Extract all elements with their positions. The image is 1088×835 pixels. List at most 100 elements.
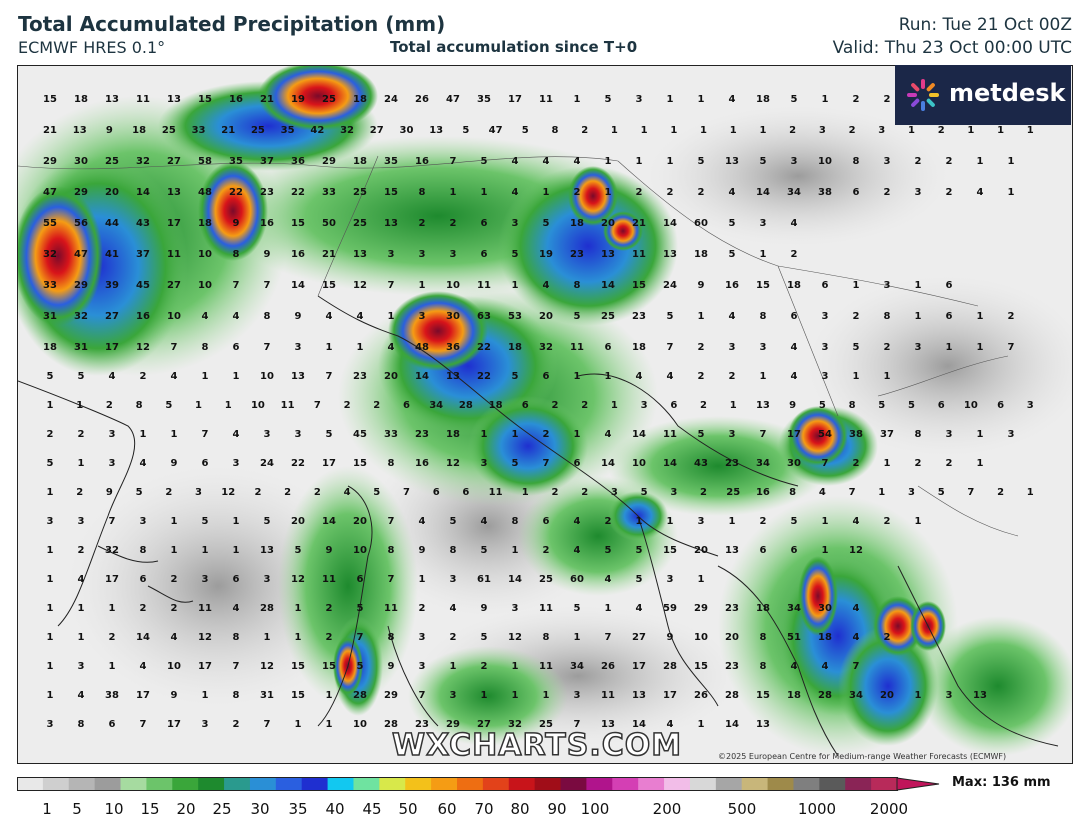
precip-value-label: 18	[198, 218, 212, 229]
scale-swatch	[560, 778, 587, 790]
precip-value-label: 5	[853, 342, 860, 353]
precip-value-label: 2	[140, 603, 147, 614]
precip-value-label: 25	[353, 187, 367, 198]
precip-value-label: 45	[136, 280, 150, 291]
precip-value-label: 1	[822, 545, 829, 556]
color-scale-bar	[17, 777, 940, 793]
precip-value-label: 17	[167, 719, 181, 730]
precip-value-label: 34	[570, 661, 584, 672]
precip-value-label: 25	[601, 311, 615, 322]
precip-value-label: 25	[162, 125, 176, 136]
precip-value-label: 8	[543, 632, 550, 643]
precip-value-label: 1	[47, 661, 54, 672]
precip-value-label: 1	[195, 400, 202, 411]
precip-value-label: 24	[384, 94, 398, 105]
precip-value-label: 14	[632, 429, 646, 440]
precip-value-label: 1	[884, 371, 891, 382]
precip-value-label: 32	[74, 311, 88, 322]
precip-value-label: 1	[822, 94, 829, 105]
precip-value-label: 1	[946, 342, 953, 353]
precip-value-label: 1	[264, 632, 271, 643]
precip-value-label: 28	[459, 400, 473, 411]
precip-value-label: 5	[512, 458, 519, 469]
precip-value-label: 7	[667, 342, 674, 353]
precip-value-label: 2	[76, 487, 83, 498]
precip-value-label: 1	[47, 632, 54, 643]
precip-value-label: 8	[140, 545, 147, 556]
precip-value-label: 16	[229, 94, 243, 105]
precip-value-label: 4	[574, 545, 581, 556]
precip-value-label: 2	[552, 487, 559, 498]
precip-value-label: 35	[281, 125, 295, 136]
precip-value-label: 5	[326, 429, 333, 440]
precip-value-label: 1	[667, 516, 674, 527]
precip-value-label: 22	[229, 187, 243, 198]
precip-value-label: 20	[601, 218, 615, 229]
precip-value-label: 8	[136, 400, 143, 411]
precip-value-label: 4	[791, 218, 798, 229]
precip-value-label: 13	[260, 545, 274, 556]
precip-value-label: 1	[611, 125, 618, 136]
precip-value-label: 61	[477, 574, 491, 585]
scale-swatch	[249, 778, 277, 790]
precip-value-label: 8	[202, 342, 209, 353]
precip-value-label: 8	[388, 632, 395, 643]
precip-value-label: 10	[353, 545, 367, 556]
precip-value-label: 9	[698, 280, 705, 291]
precip-value-label: 15	[756, 280, 770, 291]
precip-value-label: 55	[43, 218, 57, 229]
precip-value-label: 2	[698, 371, 705, 382]
precip-value-label: 37	[260, 156, 274, 167]
precip-value-label: 3	[946, 429, 953, 440]
precip-value-label: 1	[481, 429, 488, 440]
precip-value-label: 18	[132, 125, 146, 136]
precip-value-label: 32	[508, 719, 522, 730]
precip-value-label: 1	[997, 125, 1004, 136]
precip-value-label: 2	[552, 400, 559, 411]
valid-time: Valid: Thu 23 Oct 00:00 UTC	[832, 38, 1072, 58]
metdesk-logo-badge: metdesk	[895, 65, 1071, 125]
precip-value-label: 5	[165, 400, 172, 411]
precip-value-label: 22	[477, 371, 491, 382]
precip-value-label: 11	[539, 94, 553, 105]
precip-value-label: 3	[670, 487, 677, 498]
scale-tick-label: 15	[140, 800, 160, 818]
precip-value-label: 4	[636, 603, 643, 614]
scale-swatch	[457, 778, 484, 790]
precip-value-label: 2	[946, 156, 953, 167]
scale-tick-label: 1000	[797, 800, 837, 818]
precip-value-label: 3	[822, 311, 829, 322]
precip-value-label: 1	[512, 429, 519, 440]
scale-swatch	[68, 778, 96, 790]
precip-value-label: 25	[539, 574, 553, 585]
precip-value-label: 27	[167, 280, 181, 291]
scale-swatch	[793, 778, 820, 790]
precip-value-label: 5	[47, 458, 54, 469]
precip-value-label: 8	[233, 632, 240, 643]
precip-value-label: 11	[322, 574, 336, 585]
precip-value-label: 13	[725, 545, 739, 556]
precip-value-label: 1	[977, 342, 984, 353]
precip-value-label: 11	[167, 249, 181, 260]
precip-value-label: 13	[384, 218, 398, 229]
precip-value-label: 2	[946, 187, 953, 198]
map-canvas: 15 18 13 11 13 15 16 21 19 25 18 24 26 47 35 17 11 1 5 3 1 1 4…	[18, 66, 1072, 763]
precip-value-label: 6	[233, 342, 240, 353]
precip-value-label: 1	[326, 342, 333, 353]
precip-value-label: 8	[78, 719, 85, 730]
precip-value-label: 18	[43, 342, 57, 353]
precip-value-label: 2	[574, 187, 581, 198]
precip-value-label: 36	[291, 156, 305, 167]
precip-value-label: 5	[636, 574, 643, 585]
precip-value-label: 1	[357, 342, 364, 353]
precip-value-label: 4	[512, 156, 519, 167]
scale-tick-label: 50	[398, 800, 418, 818]
precip-value-label: 1	[522, 487, 529, 498]
precip-value-label: 1	[667, 156, 674, 167]
precip-value-label: 2	[853, 94, 860, 105]
precip-value-label: 59	[663, 603, 677, 614]
precip-value-label: 14	[663, 458, 677, 469]
precip-value-label: 1	[140, 429, 147, 440]
scale-swatch	[431, 778, 458, 790]
precip-value-label: 3	[419, 632, 426, 643]
